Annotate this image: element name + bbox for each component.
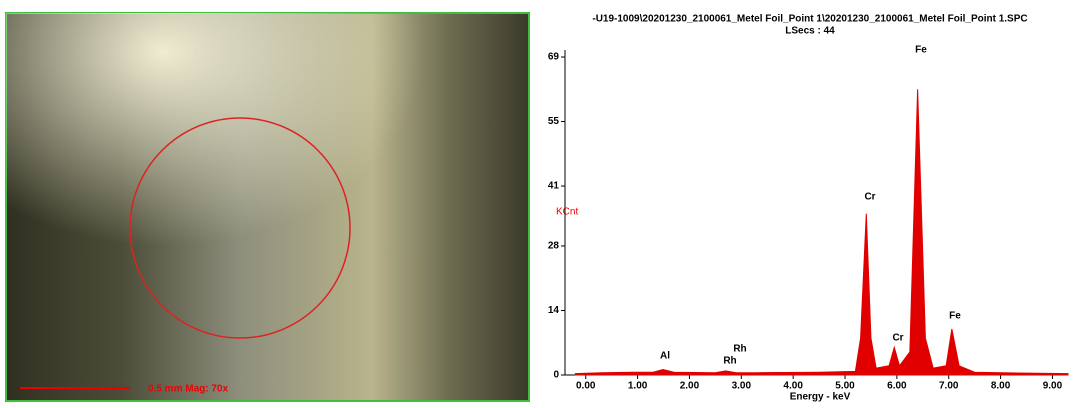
y-tick-label: 41	[548, 181, 560, 192]
y-tick-label: 0	[553, 370, 559, 381]
x-tick-label: 5.00	[835, 381, 855, 392]
y-tick-label: 14	[548, 305, 560, 316]
x-tick-label: 1.00	[628, 381, 648, 392]
chart-subtitle: LSecs : 44	[785, 26, 835, 37]
y-tick-label: 55	[548, 116, 560, 127]
x-tick-label: 3.00	[732, 381, 752, 392]
spectrum-area	[574, 89, 1069, 376]
x-tick-label: 6.00	[887, 381, 907, 392]
peak-label: Fe	[949, 311, 961, 322]
x-tick-label: 7.00	[939, 381, 959, 392]
x-tick-label: 0.00	[576, 381, 596, 392]
x-axis-label: Energy - keV	[790, 392, 851, 403]
peak-label: Rh	[723, 356, 736, 367]
chart-title: -U19-1009\20201230_2100061_Metel Foil_Po…	[592, 14, 1027, 25]
x-tick-label: 2.00	[680, 381, 700, 392]
y-axis-label: KCnt	[556, 207, 578, 218]
y-tick-label: 69	[548, 52, 560, 63]
micrograph: 0.5 mm Mag: 70x	[5, 12, 530, 402]
micrograph-highlight	[6, 13, 529, 401]
peak-label: Fe	[915, 45, 927, 56]
spectrum: -U19-1009\20201230_2100061_Metel Foil_Po…	[548, 14, 1069, 403]
x-tick-label: 8.00	[991, 381, 1011, 392]
y-tick-label: 28	[548, 241, 560, 252]
analysis-circle	[129, 117, 351, 339]
peak-label: Al	[660, 351, 670, 362]
x-tick-label: 4.00	[783, 381, 803, 392]
peak-label: Rh	[733, 344, 746, 355]
peak-label: Cr	[892, 333, 903, 344]
x-tick-label: 9.00	[1043, 381, 1063, 392]
peak-label: Cr	[864, 192, 875, 203]
scale-label: 0.5 mm Mag: 70x	[148, 384, 228, 395]
